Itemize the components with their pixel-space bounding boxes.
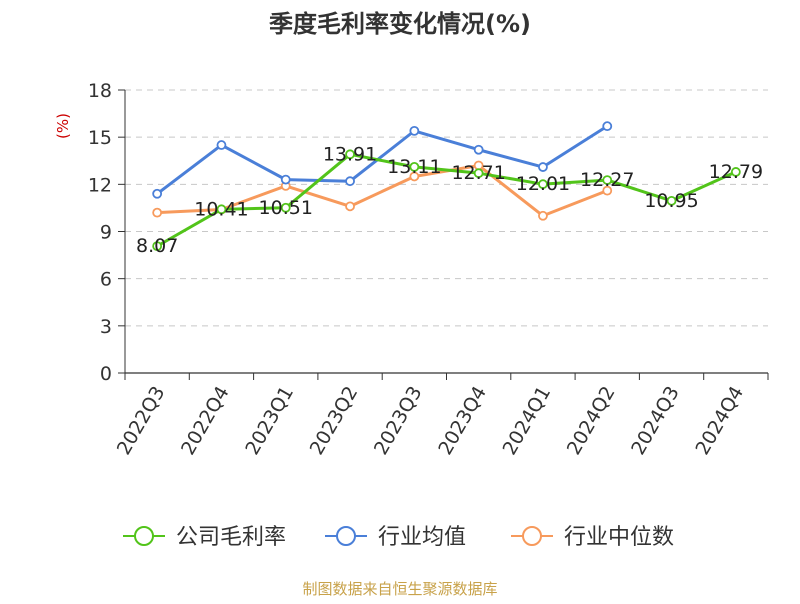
y-tick-label: 18	[88, 80, 112, 102]
data-label: 10.41	[194, 198, 248, 220]
series-line	[157, 163, 608, 218]
legend-marker	[522, 526, 542, 546]
chart-title: 季度毛利率变化情况(%)	[269, 10, 531, 38]
y-axis-label: (%)	[54, 113, 72, 139]
x-tick-label: 2022Q3	[113, 383, 170, 459]
x-tick-label: 2024Q2	[563, 383, 620, 459]
legend: 公司毛利率 行业均值 行业中位数	[123, 525, 674, 550]
data-labels: 8.07 10.41 10.51 13.91 13.11 12.71 12.01 12.27 1…	[136, 143, 763, 257]
source-note: 制图数据来自恒生聚源数据库	[302, 580, 497, 598]
data-label: 13.11	[387, 156, 441, 178]
data-point[interactable]	[409, 171, 420, 182]
data-label: 12.01	[516, 173, 570, 195]
data-point[interactable]	[409, 125, 420, 136]
x-tick-label: 2023Q1	[241, 383, 298, 459]
data-label: 8.07	[136, 235, 178, 257]
data-label: 12.79	[709, 161, 763, 183]
data-point[interactable]	[602, 175, 613, 185]
data-point[interactable]	[152, 241, 163, 252]
data-point[interactable]	[152, 188, 163, 199]
x-tick-label: 2023Q2	[306, 383, 363, 459]
x-tick-label: 2022Q4	[177, 383, 234, 459]
y-tick-label: 0	[100, 363, 112, 385]
data-label: 12.71	[451, 162, 505, 184]
y-tick-label: 15	[88, 127, 112, 149]
data-point[interactable]	[473, 144, 484, 155]
x-tick-label: 2023Q3	[370, 383, 427, 459]
y-tick-label: 9	[100, 222, 112, 244]
x-tick-label: 2024Q3	[627, 383, 684, 459]
y-tick-label: 12	[88, 174, 112, 196]
data-point[interactable]	[152, 207, 163, 218]
series-line	[156, 152, 737, 248]
x-tick-label: 2024Q4	[691, 383, 748, 459]
legend-item[interactable]: 公司毛利率	[123, 525, 286, 550]
data-label: 13.91	[323, 143, 377, 165]
x-tick-label: 2024Q1	[499, 383, 556, 459]
legend-marker	[336, 526, 356, 546]
data-point[interactable]	[730, 167, 741, 177]
y-tick-label: 6	[100, 269, 112, 291]
data-point[interactable]	[345, 201, 355, 212]
data-point[interactable]	[345, 149, 355, 160]
y-tick-label: 3	[100, 316, 112, 338]
legend-marker	[134, 526, 154, 546]
data-point[interactable]	[473, 168, 484, 179]
data-point[interactable]	[666, 195, 677, 206]
legend-label: 行业均值	[378, 525, 466, 550]
data-point[interactable]	[216, 140, 227, 150]
data-point[interactable]	[280, 202, 291, 213]
data-label: 12.27	[580, 169, 634, 191]
data-label: 10.95	[644, 190, 698, 212]
series-lines	[152, 121, 741, 252]
legend-label: 公司毛利率	[176, 525, 286, 550]
legend-item[interactable]: 行业中位数	[511, 525, 674, 550]
data-label: 10.51	[259, 197, 313, 219]
data-point[interactable]	[280, 174, 291, 185]
data-point[interactable]	[538, 162, 548, 172]
data-point[interactable]	[216, 204, 227, 215]
legend-item[interactable]: 行业均值	[325, 525, 466, 550]
series-line	[156, 124, 609, 195]
data-point[interactable]	[538, 210, 548, 221]
grid-lines	[125, 89, 768, 327]
data-point[interactable]	[409, 161, 420, 172]
data-point[interactable]	[602, 185, 613, 196]
data-point[interactable]	[345, 176, 355, 187]
legend-label: 行业中位数	[564, 525, 674, 550]
data-point[interactable]	[538, 179, 548, 190]
data-point[interactable]	[602, 121, 613, 132]
x-tick-label: 2023Q4	[434, 383, 491, 459]
